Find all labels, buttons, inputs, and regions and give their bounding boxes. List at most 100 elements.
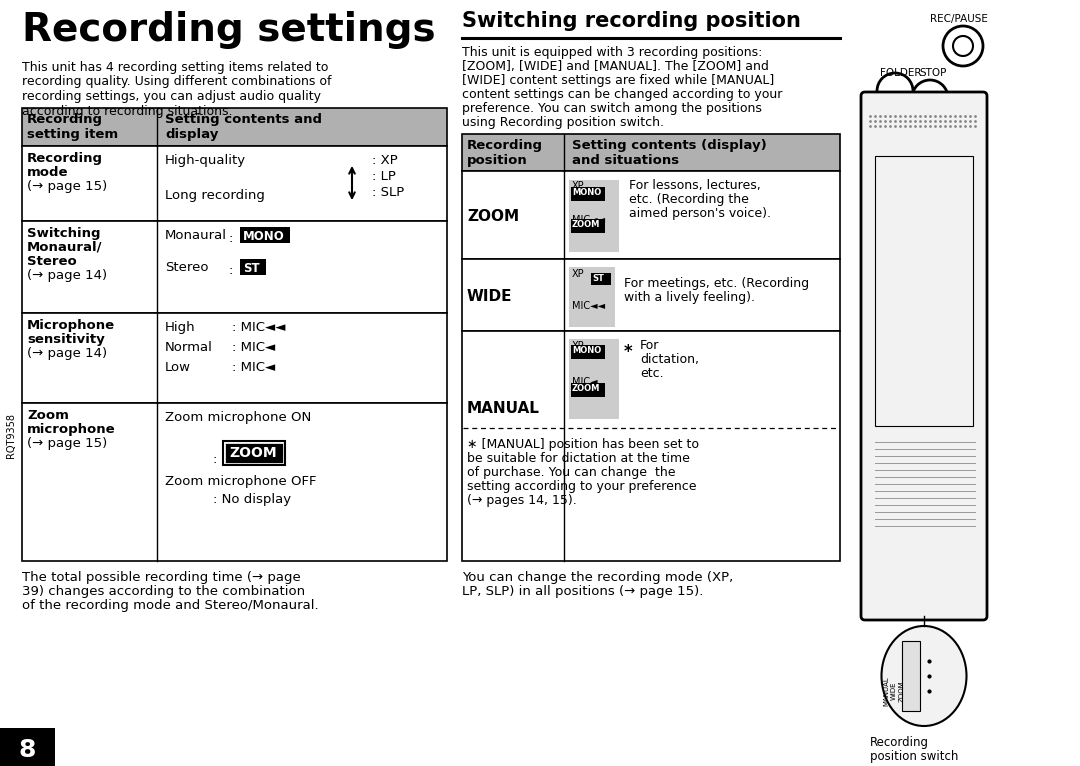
Text: (→ page 15): (→ page 15) — [27, 437, 107, 450]
Text: : SLP: : SLP — [372, 186, 404, 199]
Text: with a lively feeling).: with a lively feeling). — [624, 291, 755, 304]
Text: using Recording position switch.: using Recording position switch. — [462, 116, 664, 129]
Text: You can change the recording mode (XP,: You can change the recording mode (XP, — [462, 571, 733, 584]
Text: [ZOOM], [WIDE] and [MANUAL]. The [ZOOM] and: [ZOOM], [WIDE] and [MANUAL]. The [ZOOM] … — [462, 60, 769, 73]
Bar — [0, 728, 55, 766]
Text: preference. You can switch among the positions: preference. You can switch among the pos… — [462, 102, 761, 115]
Bar — [22, 221, 447, 313]
Bar — [462, 259, 840, 331]
Text: Recording: Recording — [27, 152, 103, 165]
Text: MONO: MONO — [572, 188, 602, 197]
Bar — [571, 219, 605, 233]
Text: ST: ST — [243, 262, 259, 275]
Text: [WIDE] content settings are fixed while [MANUAL]: [WIDE] content settings are fixed while … — [462, 74, 774, 87]
Text: XP: XP — [572, 181, 584, 191]
Bar — [22, 108, 447, 146]
Text: : LP: : LP — [372, 170, 396, 183]
Text: Normal: Normal — [165, 341, 213, 354]
Text: REC/PAUSE: REC/PAUSE — [930, 14, 988, 24]
Text: Recording: Recording — [870, 736, 929, 749]
Bar — [240, 259, 266, 275]
Text: sensitivity: sensitivity — [27, 333, 105, 346]
Text: This unit is equipped with 3 recording positions:: This unit is equipped with 3 recording p… — [462, 46, 762, 59]
Bar — [240, 227, 291, 243]
Bar — [462, 331, 840, 561]
Text: : MIC◄: : MIC◄ — [232, 341, 275, 354]
Text: be suitable for dictation at the time: be suitable for dictation at the time — [467, 452, 690, 465]
Text: recording quality. Using different combinations of: recording quality. Using different combi… — [22, 76, 332, 89]
Text: MIC◄◄: MIC◄◄ — [572, 215, 605, 225]
Text: setting according to your preference: setting according to your preference — [467, 480, 697, 493]
Text: recording settings, you can adjust audio quality: recording settings, you can adjust audio… — [22, 90, 321, 103]
Bar — [569, 339, 619, 419]
Bar — [462, 171, 840, 259]
Text: High: High — [165, 321, 195, 334]
Text: Zoom microphone OFF: Zoom microphone OFF — [165, 475, 316, 488]
Text: MANUAL: MANUAL — [467, 401, 540, 416]
Text: Monaural: Monaural — [165, 229, 227, 242]
Bar — [22, 146, 447, 221]
Text: XP: XP — [572, 341, 584, 351]
Text: Low: Low — [165, 361, 191, 374]
Bar — [571, 383, 605, 397]
Bar — [222, 441, 285, 465]
Text: Recording settings: Recording settings — [22, 11, 435, 49]
Bar — [902, 641, 920, 711]
Text: etc. (Recording the: etc. (Recording the — [629, 193, 748, 206]
Text: ZOOM: ZOOM — [467, 209, 519, 224]
Bar — [22, 313, 447, 403]
Text: MONO: MONO — [243, 230, 285, 243]
Text: : XP: : XP — [372, 154, 397, 167]
Text: 8: 8 — [18, 738, 36, 762]
Text: MONO: MONO — [572, 346, 602, 355]
Text: Switching: Switching — [27, 227, 100, 240]
Text: : MIC◄: : MIC◄ — [232, 361, 275, 374]
Text: : No display: : No display — [213, 493, 292, 506]
Text: :: : — [213, 453, 217, 466]
Text: Switching recording position: Switching recording position — [462, 11, 801, 31]
Bar — [569, 267, 615, 327]
Text: (→ pages 14, 15).: (→ pages 14, 15). — [467, 494, 577, 507]
Text: For: For — [640, 339, 660, 352]
Text: MIC◄: MIC◄ — [572, 377, 597, 387]
Text: :: : — [229, 232, 233, 245]
Text: FOLDER: FOLDER — [880, 68, 921, 78]
Text: Setting contents and
display: Setting contents and display — [165, 113, 322, 141]
Text: Microphone: Microphone — [27, 319, 116, 332]
Text: : MIC◄◄: : MIC◄◄ — [232, 321, 285, 334]
Text: Setting contents (display)
and situations: Setting contents (display) and situation… — [572, 139, 767, 167]
Text: WIDE: WIDE — [467, 289, 513, 304]
Text: Recording
setting item: Recording setting item — [27, 113, 118, 141]
Text: Long recording: Long recording — [165, 189, 265, 202]
Text: dictation,: dictation, — [640, 353, 699, 366]
Text: ZOOM: ZOOM — [572, 220, 600, 229]
Text: High-quality: High-quality — [165, 154, 246, 167]
Text: (→ page 14): (→ page 14) — [27, 269, 107, 282]
Text: of purchase. You can change  the: of purchase. You can change the — [467, 466, 675, 479]
Ellipse shape — [881, 626, 967, 726]
Text: Monaural/: Monaural/ — [27, 241, 103, 254]
Text: ∗ [MANUAL] position has been set to: ∗ [MANUAL] position has been set to — [467, 438, 699, 451]
Text: For meetings, etc. (Recording: For meetings, etc. (Recording — [624, 277, 809, 290]
Text: This unit has 4 recording setting items related to: This unit has 4 recording setting items … — [22, 61, 328, 74]
Text: microphone: microphone — [27, 423, 116, 436]
Bar — [462, 134, 840, 171]
Text: 39) changes according to the combination: 39) changes according to the combination — [22, 585, 306, 598]
Text: Stereo: Stereo — [165, 261, 208, 274]
Text: ST: ST — [592, 274, 604, 283]
Text: according to recording situations.: according to recording situations. — [22, 104, 232, 117]
Text: MIC◄◄: MIC◄◄ — [572, 301, 605, 311]
Text: XP: XP — [572, 269, 584, 279]
Bar — [22, 403, 447, 561]
Text: RQT9358: RQT9358 — [6, 414, 16, 459]
Text: etc.: etc. — [640, 367, 663, 380]
Text: ZOOM: ZOOM — [229, 446, 276, 460]
Text: Recording
position: Recording position — [467, 139, 543, 167]
Text: (→ page 15): (→ page 15) — [27, 180, 107, 193]
Bar — [571, 187, 605, 201]
Text: (→ page 14): (→ page 14) — [27, 347, 107, 360]
Bar — [225, 443, 283, 463]
Bar — [591, 273, 611, 285]
Text: For lessons, lectures,: For lessons, lectures, — [629, 179, 760, 192]
Text: content settings can be changed according to your: content settings can be changed accordin… — [462, 88, 782, 101]
